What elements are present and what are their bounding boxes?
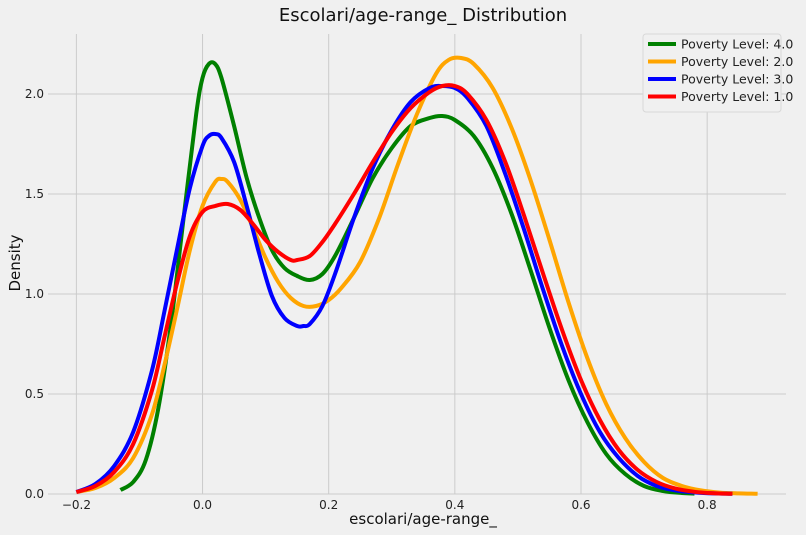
legend-box: [642, 33, 782, 113]
legend-label: Poverty Level: 4.0: [681, 37, 793, 52]
y-axis-label: Density: [6, 234, 24, 291]
y-axis-ticks: 0.0 0.5 1.0 1.5 2.0: [25, 87, 44, 501]
series-line-1: [119, 60, 695, 496]
y-tick-label: 2.0: [25, 87, 44, 101]
x-tick-label: 0.2: [319, 498, 338, 512]
legend: Poverty Level: 4.0 Poverty Level: 2.0 Pove…: [642, 33, 793, 113]
series-line-3: [75, 83, 733, 496]
x-tick-label: 0.0: [193, 498, 212, 512]
y-tick-label: 1.5: [25, 187, 44, 201]
series-lines: [75, 55, 758, 496]
series-line-2: [75, 55, 758, 496]
x-axis-ticks: −0.2 0.0 0.2 0.4 0.6 0.8: [62, 498, 717, 512]
y-tick-label: 1.0: [25, 287, 44, 301]
legend-label: Poverty Level: 2.0: [681, 54, 793, 69]
series-line-4: [75, 83, 733, 496]
x-tick-label: 0.4: [445, 498, 464, 512]
chart-title: Escolari/age-range_ Distribution: [279, 5, 567, 26]
x-tick-label: 0.6: [571, 498, 590, 512]
legend-label: Poverty Level: 1.0: [681, 89, 793, 104]
x-tick-label: 0.8: [698, 498, 717, 512]
y-tick-label: 0.0: [25, 487, 44, 501]
x-tick-label: −0.2: [62, 498, 91, 512]
x-axis-label: escolari/age-range_: [349, 510, 497, 529]
y-tick-label: 0.5: [25, 387, 44, 401]
legend-label: Poverty Level: 3.0: [681, 72, 793, 87]
